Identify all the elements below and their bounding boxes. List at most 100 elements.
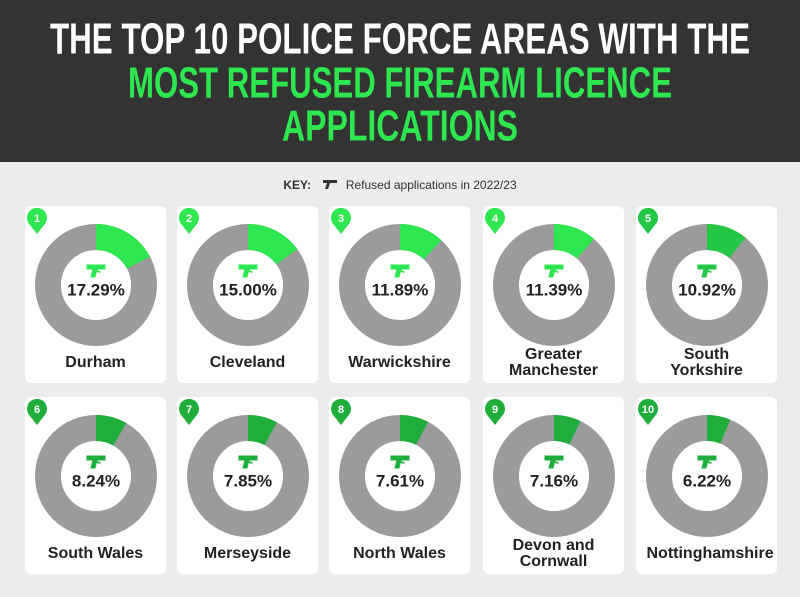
chart-title: Greater Manchester (509, 346, 598, 379)
chart-card: 1 17.29% Durham (25, 206, 166, 383)
value-label: 8.24% (72, 471, 120, 490)
donut-segment (553, 415, 581, 445)
donut-segment (553, 224, 595, 260)
gun-icon (390, 264, 410, 278)
donut-segment (399, 224, 442, 260)
name-box: Cleveland (177, 346, 318, 380)
donut-segment (247, 415, 277, 446)
badge-pin (331, 207, 351, 234)
badge-pin (638, 398, 658, 425)
gun-icon (86, 264, 106, 278)
donut-segment (95, 224, 150, 270)
rank-badge: 3 (331, 207, 351, 234)
badge-pin (27, 398, 47, 425)
name-box: Devon and Cornwall (483, 537, 624, 571)
icon-shape (390, 264, 410, 278)
badge-pin (179, 398, 199, 425)
rank-label: 6 (34, 404, 40, 416)
gun-icon (544, 455, 564, 469)
value-label: 17.29% (67, 280, 125, 299)
key: KEY: Refused applications in 2022/23 (0, 178, 800, 192)
value-label: 10.92% (678, 280, 736, 299)
donut-chart: 10 6.22% (638, 398, 768, 537)
chart-card: 6 8.24% South Wales (25, 397, 166, 574)
name-box: Durham (25, 346, 166, 380)
icon-shape (238, 455, 258, 469)
chart-title: Merseyside (203, 545, 292, 562)
icon-shape (697, 264, 717, 278)
key-icon (323, 180, 338, 189)
badge-pin (331, 398, 351, 425)
donut-segment (95, 415, 127, 446)
name-box: Warwickshire (329, 346, 470, 380)
rank-label: 8 (338, 404, 344, 416)
donut-chart: 9 7.16% (485, 398, 615, 537)
gun-icon (86, 455, 106, 469)
rank-label: 9 (492, 404, 498, 416)
rank-badge: 8 (331, 398, 351, 425)
chart-card: 3 11.89% Warwickshire (329, 206, 470, 383)
icon-shape (544, 455, 564, 469)
key-label: KEY: (283, 178, 312, 192)
donut-chart: 1 17.29% (27, 207, 157, 346)
value-label: 11.39% (526, 280, 583, 299)
rank-badge: 7 (179, 398, 199, 425)
chart-card: 2 15.00% Cleveland (177, 206, 318, 383)
badge-pin (27, 207, 47, 234)
donut-segment (247, 224, 298, 266)
icon-shape (238, 264, 258, 278)
rank-label: 1 (34, 213, 40, 225)
rank-label: 5 (645, 213, 651, 225)
donut-chart: 2 15.00% (179, 207, 309, 346)
chart-title: South Wales (47, 545, 144, 562)
chart-card: 7 7.85% Merseyside (177, 397, 318, 574)
icon-shape (86, 455, 106, 469)
icon-shape (390, 455, 410, 469)
rank-badge: 10 (638, 398, 658, 425)
donut-segment (706, 224, 746, 259)
title-line: THE TOP 10 POLICE FORCE AREAS WITH THE (50, 15, 750, 64)
rank-badge: 6 (27, 398, 47, 425)
icon-shape (86, 264, 106, 278)
gun-icon (697, 264, 717, 278)
chart-title: Durham (65, 354, 126, 371)
value-label: 15.00% (219, 280, 277, 299)
donut-chart: 3 11.89% (331, 207, 461, 346)
gun-icon (390, 455, 410, 469)
gun-icon (544, 264, 564, 278)
name-box: South Wales (25, 537, 166, 571)
chart-title: Nottinghamshire (646, 545, 774, 562)
name-box: South Yorkshire (636, 346, 777, 380)
icon-shape (544, 264, 564, 278)
rank-label: 4 (492, 213, 499, 225)
chart-title: Devon and Cornwall (512, 537, 595, 570)
name-box: Merseyside (177, 537, 318, 571)
donut-chart: 4 11.39% (485, 207, 615, 346)
title-line: MOST REFUSED FIREARM LICENCE (128, 59, 672, 108)
name-box: Greater Manchester (483, 346, 624, 380)
chart-card: 4 11.39% Greater Manchester (483, 206, 624, 383)
icon-shape (697, 455, 717, 469)
gun-icon (697, 455, 717, 469)
value-label: 7.16% (530, 471, 578, 490)
rank-badge: 2 (179, 207, 199, 234)
rank-label: 10 (642, 404, 654, 416)
donut-segment (399, 415, 429, 446)
donut-segment (706, 415, 731, 444)
value-label: 7.85% (224, 471, 272, 490)
chart-card: 9 7.16% Devon and Cornwall (483, 397, 624, 574)
title-line: APPLICATIONS (282, 102, 518, 151)
donut-chart: 8 7.61% (331, 398, 461, 537)
chart-card: 8 7.61% North Wales (329, 397, 470, 574)
chart-card: 10 6.22% Nottinghamshire (636, 397, 777, 574)
badge-pin (485, 207, 505, 234)
rank-badge: 4 (485, 207, 505, 234)
value-label: 11.89% (372, 280, 429, 299)
donut-chart: 5 10.92% (638, 207, 768, 346)
rank-label: 7 (186, 404, 192, 416)
chart-title: Warwickshire (348, 354, 451, 371)
donut-chart: 7 7.85% (179, 398, 309, 537)
chart-title: North Wales (353, 545, 446, 562)
gun-icon (238, 455, 258, 469)
